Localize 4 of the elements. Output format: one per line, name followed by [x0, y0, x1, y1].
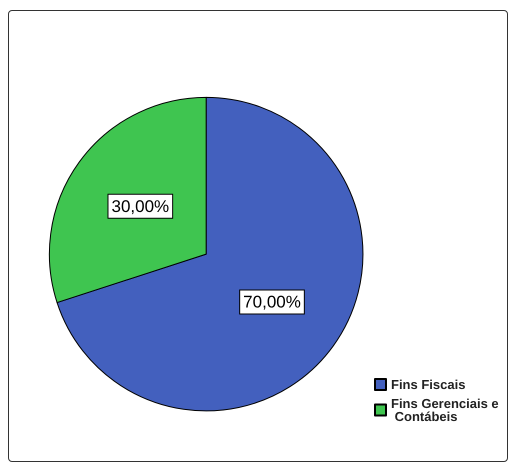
- data-label: 30,00%: [111, 196, 170, 216]
- legend-label: Fins Fiscais: [391, 377, 466, 392]
- legend-label: Fins Gerenciais e Contábeis: [391, 396, 499, 424]
- data-label: 70,00%: [243, 292, 301, 312]
